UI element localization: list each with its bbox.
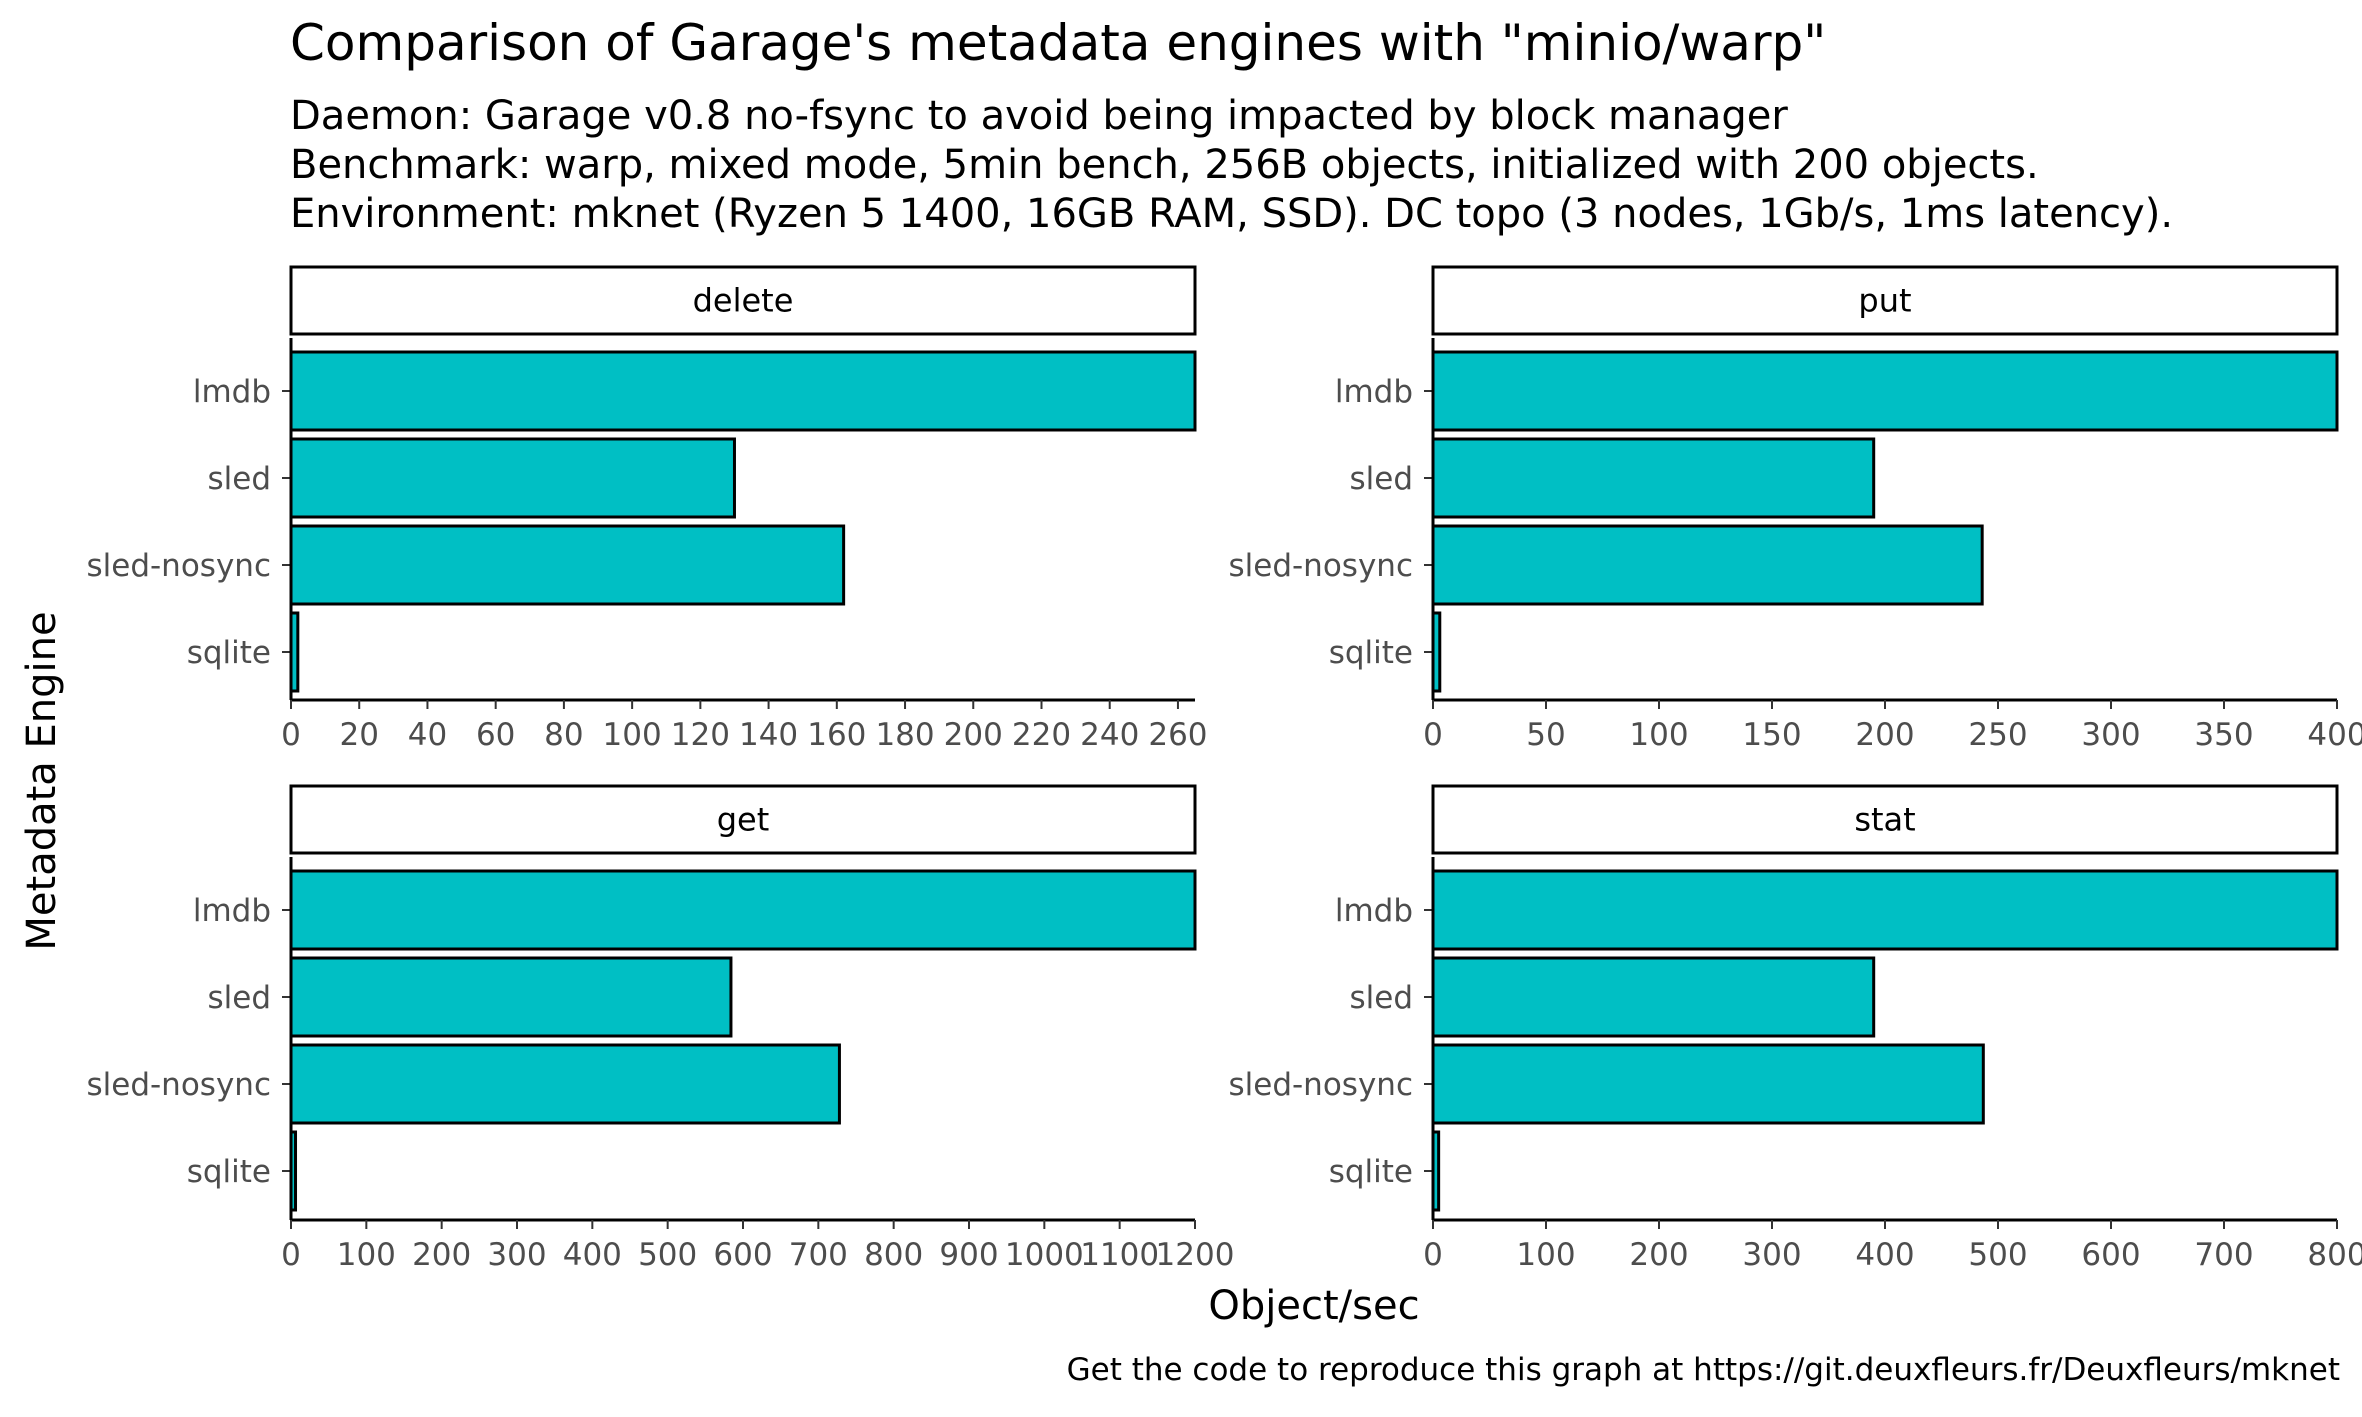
bar-stat-lmdb bbox=[1431, 869, 2339, 951]
strip-get bbox=[289, 784, 1197, 855]
subtitle-line-benchmark: Benchmark: warp, mixed mode, 5min bench,… bbox=[290, 142, 2039, 188]
x-tick-label-put-350: 350 bbox=[2194, 717, 2253, 753]
bar-put-sled bbox=[1431, 437, 1876, 519]
x-tick-label-stat-600: 600 bbox=[2081, 1237, 2140, 1273]
bar-delete-sled-nosync bbox=[289, 524, 846, 606]
x-tick-label-stat-400: 400 bbox=[1855, 1237, 1914, 1273]
x-tick-label-put-100: 100 bbox=[1629, 717, 1688, 753]
x-tick-label-delete-120: 120 bbox=[671, 717, 730, 753]
y-tick-label-get-sled-nosync: sled-nosync bbox=[86, 1067, 271, 1103]
strip-label-get: get bbox=[717, 801, 770, 839]
x-tick-label-delete-160: 160 bbox=[807, 717, 866, 753]
y-tick-label-stat-sled-nosync: sled-nosync bbox=[1228, 1067, 1413, 1103]
x-tick-label-delete-140: 140 bbox=[739, 717, 798, 753]
panel-stat: stat sqlite sled-nosync sled lmdb 0 100 200 300 4… bbox=[1228, 784, 2362, 1273]
x-tick-label-get-700: 700 bbox=[789, 1237, 848, 1273]
bar-delete-sled bbox=[289, 437, 736, 519]
y-tick-label-stat-sled: sled bbox=[1349, 980, 1413, 1016]
y-tick-label-put-lmdb: lmdb bbox=[1335, 374, 1413, 410]
x-tick-label-put-50: 50 bbox=[1526, 717, 1565, 753]
x-tick-label-put-0: 0 bbox=[1423, 717, 1443, 753]
x-tick-label-get-900: 900 bbox=[939, 1237, 998, 1273]
bar-get-sled-nosync bbox=[289, 1043, 841, 1125]
strip-label-delete: delete bbox=[693, 282, 794, 320]
y-tick-label-stat-sqlite: sqlite bbox=[1329, 1154, 1413, 1190]
x-tick-label-stat-200: 200 bbox=[1629, 1237, 1688, 1273]
x-tick-label-get-1100: 1100 bbox=[1080, 1237, 1159, 1273]
x-tick-label-get-500: 500 bbox=[638, 1237, 697, 1273]
x-tick-label-get-600: 600 bbox=[713, 1237, 772, 1273]
strip-put bbox=[1431, 265, 2339, 336]
y-tick-label-delete-sqlite: sqlite bbox=[187, 635, 271, 671]
x-tick-label-get-800: 800 bbox=[864, 1237, 923, 1273]
panel-get: get sqlite sled-nosync sled lmdb 0 100 200 300 40… bbox=[86, 784, 1235, 1273]
x-tick-label-get-400: 400 bbox=[563, 1237, 622, 1273]
x-tick-label-put-200: 200 bbox=[1855, 717, 1914, 753]
x-tick-label-stat-100: 100 bbox=[1516, 1237, 1575, 1273]
strip-delete bbox=[289, 265, 1197, 336]
x-tick-label-delete-260: 260 bbox=[1148, 717, 1207, 753]
x-tick-label-get-0: 0 bbox=[281, 1237, 301, 1273]
x-tick-label-put-400: 400 bbox=[2307, 717, 2362, 753]
bar-get-sled bbox=[289, 956, 733, 1038]
x-tick-label-put-150: 150 bbox=[1742, 717, 1801, 753]
y-tick-label-delete-sled: sled bbox=[207, 461, 271, 497]
x-tick-label-delete-40: 40 bbox=[408, 717, 447, 753]
bar-get-lmdb bbox=[289, 869, 1197, 951]
y-tick-label-put-sqlite: sqlite bbox=[1329, 635, 1413, 671]
x-tick-label-put-300: 300 bbox=[2081, 717, 2140, 753]
x-tick-label-get-200: 200 bbox=[412, 1237, 471, 1273]
y-tick-label-get-sled: sled bbox=[207, 980, 271, 1016]
x-tick-label-delete-80: 80 bbox=[544, 717, 583, 753]
x-tick-label-stat-700: 700 bbox=[2194, 1237, 2253, 1273]
y-tick-label-delete-lmdb: lmdb bbox=[193, 374, 271, 410]
x-tick-label-delete-60: 60 bbox=[476, 717, 515, 753]
x-tick-label-get-1000: 1000 bbox=[1005, 1237, 1084, 1273]
x-tick-label-delete-240: 240 bbox=[1080, 717, 1139, 753]
subtitle-line-environment: Environment: mknet (Ryzen 5 1400, 16GB R… bbox=[290, 191, 2174, 237]
x-tick-label-stat-0: 0 bbox=[1423, 1237, 1443, 1273]
x-tick-label-delete-220: 220 bbox=[1012, 717, 1071, 753]
chart-caption: Get the code to reproduce this graph at … bbox=[1066, 1352, 2340, 1388]
y-tick-label-get-lmdb: lmdb bbox=[193, 893, 271, 929]
x-tick-label-delete-200: 200 bbox=[944, 717, 1003, 753]
x-tick-label-stat-800: 800 bbox=[2307, 1237, 2362, 1273]
y-tick-label-put-sled-nosync: sled-nosync bbox=[1228, 548, 1413, 584]
x-tick-label-get-300: 300 bbox=[487, 1237, 546, 1273]
x-tick-label-delete-20: 20 bbox=[339, 717, 378, 753]
strip-label-put: put bbox=[1858, 282, 1911, 320]
x-tick-label-delete-180: 180 bbox=[875, 717, 934, 753]
bar-stat-sled bbox=[1431, 956, 1876, 1038]
y-tick-label-put-sled: sled bbox=[1349, 461, 1413, 497]
y-tick-label-delete-sled-nosync: sled-nosync bbox=[86, 548, 271, 584]
bar-stat-sled-nosync bbox=[1431, 1043, 1985, 1125]
chart-title: Comparison of Garage's metadata engines … bbox=[290, 14, 1827, 72]
x-axis-label: Object/sec bbox=[1208, 1283, 1420, 1329]
strip-stat bbox=[1431, 784, 2339, 855]
panel-delete: delete sqlite sled-nosync sled lmdb 0 20 40 60 80… bbox=[86, 265, 1208, 753]
bar-delete-lmdb bbox=[289, 350, 1197, 432]
panel-put: put sqlite sled-nosync sled lmdb 0 50 100 150 200… bbox=[1228, 265, 2362, 753]
y-tick-label-get-sqlite: sqlite bbox=[187, 1154, 271, 1190]
bar-put-lmdb bbox=[1431, 350, 2339, 432]
x-tick-label-get-1200: 1200 bbox=[1156, 1237, 1235, 1273]
y-tick-label-stat-lmdb: lmdb bbox=[1335, 893, 1413, 929]
x-tick-label-delete-0: 0 bbox=[281, 717, 301, 753]
x-tick-label-stat-300: 300 bbox=[1742, 1237, 1801, 1273]
subtitle-line-daemon: Daemon: Garage v0.8 no-fsync to avoid be… bbox=[290, 93, 1788, 139]
x-tick-label-put-250: 250 bbox=[1968, 717, 2027, 753]
x-tick-label-delete-100: 100 bbox=[603, 717, 662, 753]
x-tick-label-get-100: 100 bbox=[337, 1237, 396, 1273]
bar-put-sled-nosync bbox=[1431, 524, 1984, 606]
strip-label-stat: stat bbox=[1854, 801, 1915, 839]
chart-subtitle: Daemon: Garage v0.8 no-fsync to avoid be… bbox=[290, 92, 2173, 239]
y-axis-label: Metadata Engine bbox=[19, 611, 65, 951]
x-tick-label-stat-500: 500 bbox=[1968, 1237, 2027, 1273]
